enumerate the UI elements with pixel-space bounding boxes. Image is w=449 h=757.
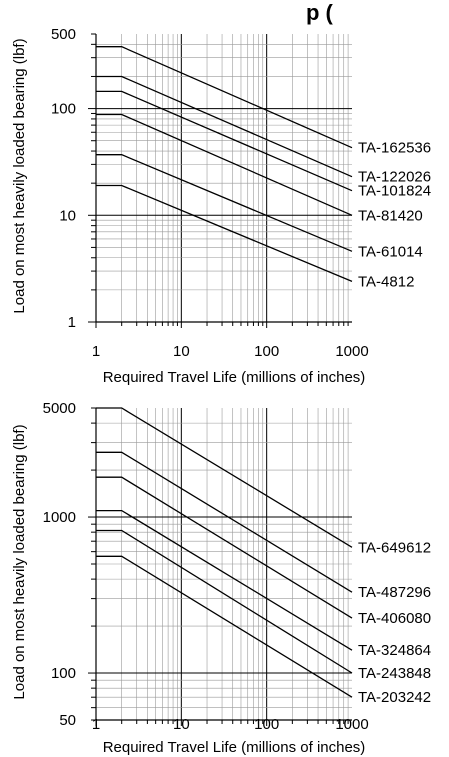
series-line xyxy=(96,113,353,216)
x-tick-label: 10 xyxy=(173,716,190,733)
y-tick-label: 100 xyxy=(51,101,76,118)
y-tick-label: 5000 xyxy=(43,400,76,417)
x-tick-label: 1 xyxy=(92,343,100,360)
axes-bottom xyxy=(88,407,352,726)
series-label: TA-243848 xyxy=(358,665,431,682)
series-line xyxy=(96,509,353,651)
title-fragment: p ( xyxy=(306,0,334,25)
y-tick-label: 500 xyxy=(51,26,76,43)
series-label: TA-406080 xyxy=(358,610,431,627)
series-line xyxy=(96,529,353,674)
series-label: TA-203242 xyxy=(358,689,431,706)
series-line xyxy=(96,184,353,283)
series-line xyxy=(96,75,353,178)
x-tick-label: 10 xyxy=(173,343,190,360)
x-tick-label: 1000 xyxy=(335,343,368,360)
x-tick-label: 1000 xyxy=(335,716,368,733)
y-axis-label: Load on most heavily loaded bearing (lbf… xyxy=(11,424,28,699)
y-tick-label: 1000 xyxy=(43,509,76,526)
chart-top: 1 10 100 500 1 10 100 1000 Required Travel Life … xyxy=(11,26,431,386)
series-label: TA-61014 xyxy=(358,243,423,260)
series-label: TA-122026 xyxy=(358,169,431,186)
series-label: TA-324864 xyxy=(358,642,431,659)
x-axis-label: Required Travel Life (millions of inches… xyxy=(103,369,366,386)
y-axis-label: Load on most heavily loaded bearing (lbf… xyxy=(11,38,28,313)
x-tick-label: 100 xyxy=(254,343,279,360)
series-line xyxy=(96,407,353,548)
series-label: TA-101824 xyxy=(358,183,431,200)
series-line xyxy=(96,154,353,252)
y-tick-label: 100 xyxy=(51,665,76,682)
series-line xyxy=(96,555,353,698)
axes-top xyxy=(88,33,352,328)
x-tick-label: 100 xyxy=(254,716,279,733)
series-label: TA-487296 xyxy=(358,584,431,601)
y-tick-label: 50 xyxy=(59,712,76,729)
y-tick-label: 1 xyxy=(68,314,76,331)
series-label: TA-162536 xyxy=(358,140,431,157)
series-label: TA-4812 xyxy=(358,273,414,290)
series-label: TA-649612 xyxy=(358,539,431,556)
series-line xyxy=(96,90,353,192)
x-tick-label: 1 xyxy=(92,716,100,733)
y-tick-label: 10 xyxy=(59,207,76,224)
x-axis-label: Required Travel Life (millions of inches… xyxy=(103,739,366,756)
series-label: TA-81420 xyxy=(358,207,423,224)
series-line xyxy=(96,476,353,619)
series-line xyxy=(96,46,353,149)
chart-bottom: 50 100 1000 5000 1 10 100 1000 Required Travel L… xyxy=(11,400,431,756)
series-line xyxy=(96,451,353,593)
grid-top xyxy=(96,34,352,322)
